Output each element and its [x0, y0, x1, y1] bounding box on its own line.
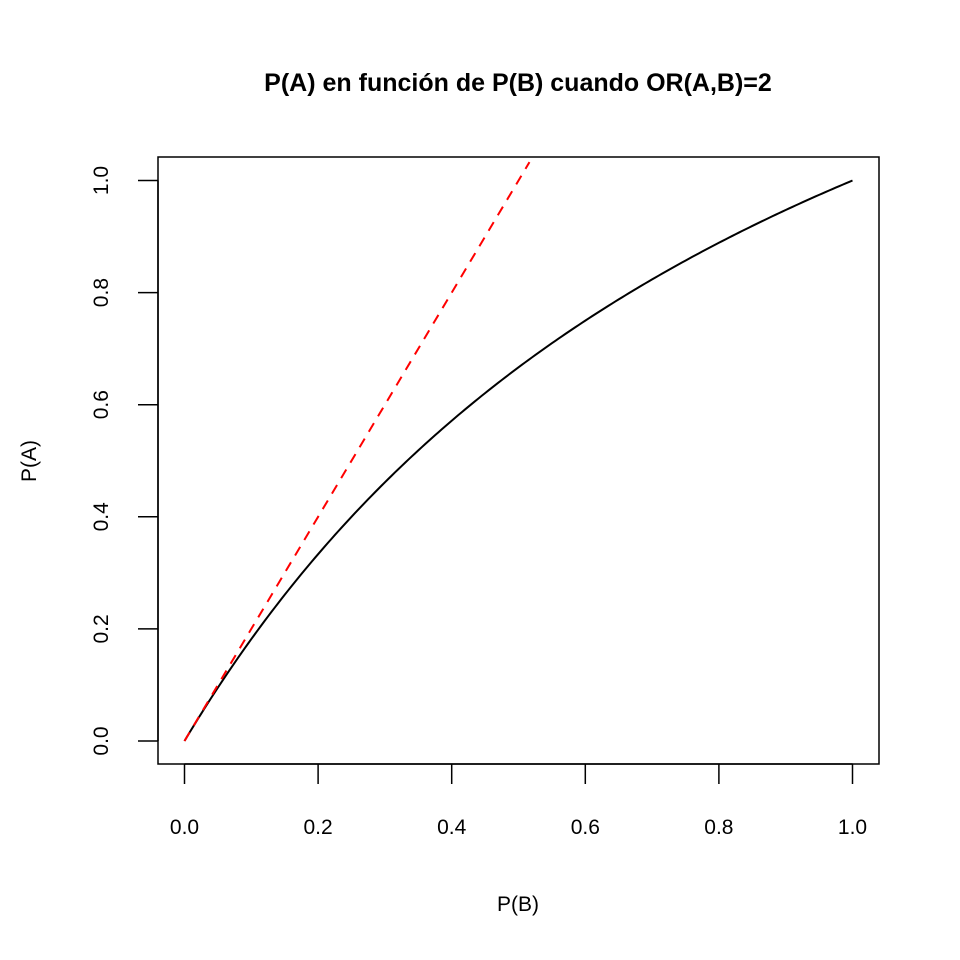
y-tick-label: 0.4: [90, 502, 113, 532]
curve-line: [183, 179, 853, 742]
y-axis-label: P(A): [18, 440, 41, 482]
y-tick-label: 0.2: [90, 614, 113, 643]
series-layer: [183, 161, 853, 742]
y-tick-label: 0.6: [90, 390, 113, 419]
x-tick-label: 0.4: [437, 816, 467, 839]
x-axis: 0.0 0.2 0.4 0.6 0.8 1.0: [170, 763, 867, 839]
x-tick-label: 0.0: [170, 816, 199, 839]
reference-line-dashed: [183, 161, 531, 742]
y-tick-label: 1.0: [90, 166, 113, 195]
y-tick-label: 0.0: [90, 726, 113, 755]
chart-title: P(A) en función de P(B) cuando OR(A,B)=2: [264, 69, 772, 97]
plot-frame: [157, 156, 880, 765]
x-tick-label: 0.6: [571, 816, 600, 839]
x-tick-label: 0.2: [303, 816, 332, 839]
x-axis-label: P(B): [497, 893, 539, 916]
x-tick-label: 1.0: [838, 816, 867, 839]
y-tick-label: 0.8: [90, 278, 113, 307]
x-tick-label: 0.8: [704, 816, 733, 839]
y-axis: 0.0 0.2 0.4 0.6 0.8 1.0: [90, 166, 159, 756]
